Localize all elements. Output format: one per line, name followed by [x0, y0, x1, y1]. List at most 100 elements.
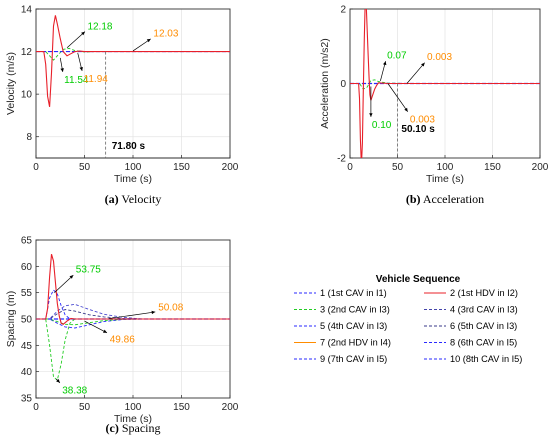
x-tick-label: 150 [173, 162, 190, 173]
annotation-label: 50.08 [158, 303, 183, 314]
legend-item-label: 1 (1st CAV in I1) [320, 288, 387, 298]
legend-item-label: 3 (2nd CAV in I3) [320, 305, 390, 315]
y-tick-label: 55 [21, 288, 33, 299]
caption-text: Velocity [119, 192, 162, 206]
x-tick-label: 50 [79, 162, 91, 173]
annotation-arrow [54, 274, 74, 293]
figure-caption: (b) Acceleration [406, 192, 484, 206]
annotation-arrowhead [103, 329, 107, 333]
annotation-label: 12.03 [153, 29, 178, 40]
y-tick-label: 45 [21, 341, 33, 352]
cav-series-line [36, 318, 230, 326]
x-axis-label: Time (s) [426, 173, 464, 185]
x-tick-label: 200 [222, 162, 239, 173]
x-tick-label: 50 [79, 402, 91, 413]
x-axis-label: Time (s) [114, 413, 152, 425]
plot-border [35, 8, 231, 159]
annotation-arrowhead [151, 310, 156, 315]
chart-panel-1: 0 50 100 150 200 8 10 12 14 Time (s) Velocity (m/s… [5, 5, 239, 207]
annotation-arrowhead [79, 67, 83, 71]
y-tick-label: 40 [21, 367, 33, 378]
y-tick-label: 2 [340, 5, 346, 16]
caption-tag: (b) [406, 192, 421, 206]
annotation-arrow [387, 83, 409, 112]
annotation-label: 50.10 s [401, 124, 435, 135]
y-tick-label: 50 [21, 315, 33, 326]
hdv-series-line [350, 9, 540, 158]
y-tick-label: 35 [21, 394, 33, 405]
y-axis-label: Acceleration (m/s2) [319, 38, 331, 128]
caption-text: Acceleration [421, 192, 485, 206]
x-tick-label: 100 [437, 162, 454, 173]
x-tick-label: 0 [347, 162, 353, 173]
cav-series-line [36, 318, 230, 329]
annotation-arrowhead [421, 62, 425, 67]
y-tick-label: 14 [21, 5, 33, 16]
annotation-label: 0.10 [372, 120, 392, 131]
annotation-arrowhead [369, 113, 373, 117]
annotation-arrow [108, 311, 156, 319]
x-tick-label: 100 [125, 162, 142, 173]
series-group [350, 9, 540, 158]
y-tick-label: 0 [340, 79, 346, 90]
legend-item-label: 7 (2nd HDV in I4) [320, 338, 391, 348]
series-group [36, 15, 230, 108]
legend-item-label: 5 (4th CAV in I3) [320, 321, 387, 331]
legend-item-label: 9 (7th CAV in I5) [320, 354, 387, 364]
annotation-arrowhead [56, 379, 60, 383]
y-tick-label: 12 [21, 47, 33, 58]
x-tick-label: 0 [33, 162, 39, 173]
y-tick-label: -2 [337, 154, 346, 165]
y-tick-label: 10 [21, 90, 33, 101]
y-tick-label: 65 [21, 236, 33, 247]
annotation-label: 71.80 s [112, 141, 146, 152]
annotation-label: 0.07 [387, 50, 407, 61]
hdv-series-line [36, 254, 230, 325]
annotation-label: 12.18 [87, 21, 112, 32]
cav-series-line [36, 318, 230, 381]
caption-tag: (a) [105, 192, 119, 206]
legend-item-label: 2 (1st HDV in I2) [450, 288, 518, 298]
y-axis-label: Spacing (m) [5, 291, 17, 348]
legend-title: Vehicle Sequence [376, 274, 461, 285]
annotation-arrowhead [383, 61, 387, 66]
x-tick-label: 150 [484, 162, 501, 173]
caption-tag: (c) [106, 421, 119, 435]
legend-item-label: 6 (5th CAV in I3) [450, 321, 517, 331]
legend-item-label: 8 (6th CAV in I5) [450, 338, 517, 348]
annotation-arrowhead [69, 275, 74, 279]
annotation-label: 0.003 [410, 114, 435, 125]
annotation-label: 0.003 [427, 52, 452, 63]
cav-series-line [36, 303, 230, 320]
annotation-arrowhead [60, 68, 64, 72]
annotation-arrowhead [146, 38, 151, 43]
legend: Vehicle Sequence 1 (1st CAV in I1) 2 (1st … [294, 274, 522, 364]
annotation-label: 49.86 [110, 335, 135, 346]
series-group [36, 254, 230, 381]
annotation-arrow [406, 62, 425, 84]
annotation-arrow [84, 320, 108, 334]
annotation-arrowhead [81, 31, 85, 36]
y-axis-label: Velocity (m/s) [5, 52, 17, 115]
legend-item-label: 4 (3rd CAV in I3) [450, 305, 518, 315]
hdv-series-line [36, 15, 230, 108]
figure-caption: (c) Spacing [106, 421, 161, 435]
x-tick-label: 100 [125, 402, 142, 413]
annotation-label: 53.75 [76, 265, 101, 276]
figure-caption: (a) Velocity [105, 192, 162, 206]
annotation-label: 11.94 [84, 74, 109, 85]
y-tick-label: 8 [26, 132, 32, 143]
y-tick-label: 60 [21, 262, 33, 273]
x-tick-label: 50 [392, 162, 404, 173]
caption-text: Spacing [119, 421, 161, 435]
legend-item-label: 10 (8th CAV in I5) [450, 354, 522, 364]
annotation-label: 11.54 [64, 75, 89, 86]
x-tick-label: 200 [532, 162, 549, 173]
x-tick-label: 150 [173, 402, 190, 413]
x-tick-label: 200 [222, 402, 239, 413]
x-axis-label: Time (s) [114, 173, 152, 185]
annotation-arrow [66, 31, 86, 49]
